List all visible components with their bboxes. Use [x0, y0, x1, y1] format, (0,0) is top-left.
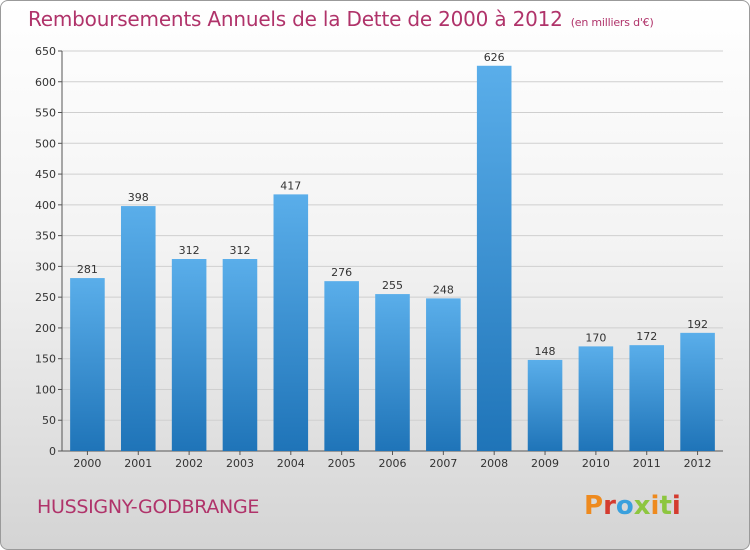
- x-tick-label: 2006: [379, 457, 407, 470]
- x-tick-label: 2005: [328, 457, 356, 470]
- y-tick-label: 100: [35, 383, 56, 396]
- bar-value-label: 417: [280, 179, 301, 192]
- y-tick-label: 0: [49, 445, 56, 458]
- chart-title-text: Remboursements Annuels de la Dette de 20…: [28, 7, 563, 31]
- bar-value-label: 192: [687, 318, 708, 331]
- x-tick-label: 2004: [277, 457, 305, 470]
- y-tick-label: 50: [42, 414, 56, 427]
- logo-letter: x: [633, 491, 651, 521]
- x-tick-label: 2007: [429, 457, 457, 470]
- bar-value-label: 276: [331, 266, 352, 279]
- logo-letter: r: [603, 491, 616, 521]
- y-tick-label: 250: [35, 291, 56, 304]
- bar: [70, 278, 105, 451]
- logo-letter: P: [584, 491, 604, 521]
- bar-value-label: 170: [585, 331, 606, 344]
- x-tick-label: 2010: [582, 457, 610, 470]
- y-tick-label: 550: [35, 107, 56, 120]
- chart-unit-label: (en milliers d'€): [570, 16, 654, 29]
- bar: [273, 194, 309, 451]
- bar-value-label: 312: [229, 244, 250, 257]
- bar: [680, 332, 715, 451]
- bar: [629, 345, 665, 451]
- x-tick-label: 2003: [226, 457, 254, 470]
- y-tick-label: 500: [35, 137, 56, 150]
- bar-value-label: 312: [179, 244, 200, 257]
- logo-letter: i: [650, 491, 660, 521]
- bar: [578, 346, 614, 451]
- proxiti-logo: Proxiti: [584, 491, 681, 521]
- bar-value-label: 398: [128, 191, 149, 204]
- bar: [426, 298, 461, 451]
- logo-letter: i: [671, 491, 681, 521]
- x-tick-label: 2009: [531, 457, 559, 470]
- bar: [171, 259, 207, 451]
- x-tick-label: 2002: [175, 457, 203, 470]
- x-tick-label: 2000: [73, 457, 101, 470]
- bar-value-label: 255: [382, 279, 403, 292]
- x-tick-label: 2011: [633, 457, 661, 470]
- logo-letter: o: [615, 491, 634, 521]
- y-tick-label: 600: [35, 76, 56, 89]
- bar-value-label: 172: [636, 330, 657, 343]
- commune-name: HUSSIGNY-GODBRANGE: [37, 496, 260, 518]
- y-tick-label: 350: [35, 230, 56, 243]
- chart-title: Remboursements Annuels de la Dette de 20…: [28, 7, 654, 31]
- bar-value-label: 626: [484, 51, 505, 64]
- bar-value-label: 281: [77, 263, 98, 276]
- bar: [527, 359, 563, 451]
- y-tick-label: 400: [35, 199, 56, 212]
- y-tick-label: 200: [35, 322, 56, 335]
- bar: [375, 294, 410, 451]
- y-tick-label: 450: [35, 168, 56, 181]
- x-tick-label: 2001: [124, 457, 152, 470]
- x-tick-label: 2012: [684, 457, 712, 470]
- logo-letter: t: [659, 491, 672, 521]
- bar-value-label: 248: [433, 283, 454, 296]
- bar: [120, 206, 156, 451]
- bar: [324, 281, 359, 451]
- y-tick-label: 300: [35, 260, 56, 273]
- bar: [222, 259, 258, 451]
- bar-value-label: 148: [535, 345, 556, 358]
- y-tick-label: 150: [35, 353, 56, 366]
- y-tick-label: 650: [35, 45, 56, 58]
- bar: [476, 65, 512, 452]
- x-tick-label: 2008: [480, 457, 508, 470]
